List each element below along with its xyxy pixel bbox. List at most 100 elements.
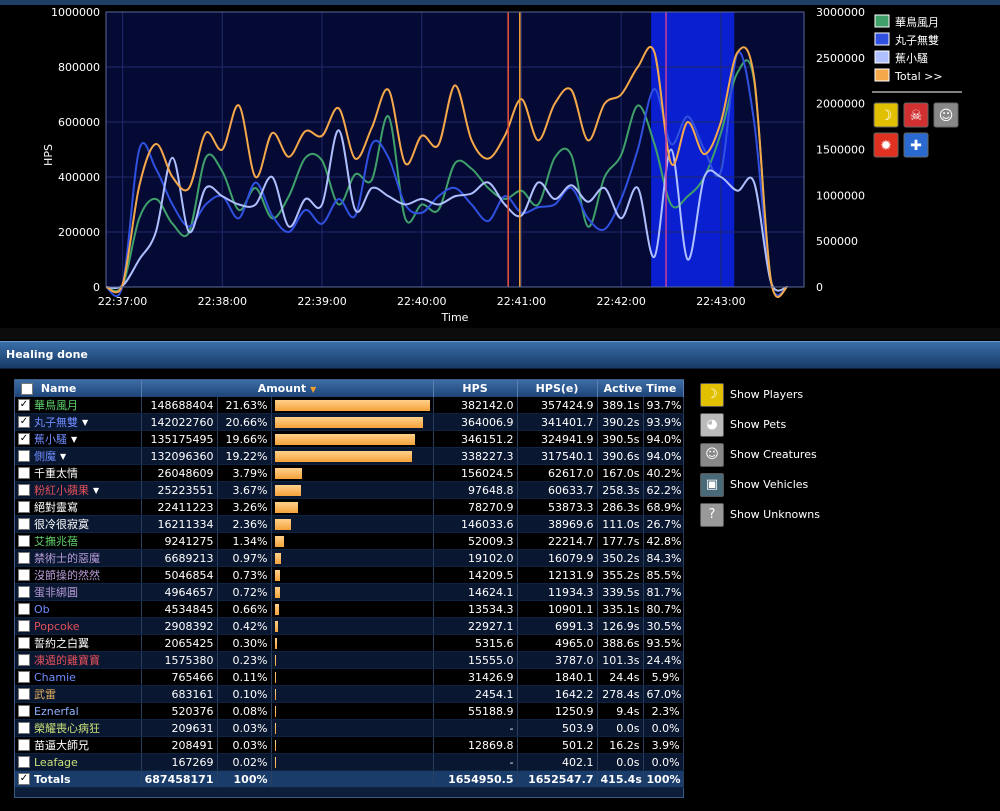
player-checkbox[interactable]: ✓ [18,399,30,411]
table-row[interactable]: 絕對靈寫 22411223 3.26% 78270.9 53873.3 286.3s 68.… [15,498,684,516]
player-name-cell[interactable]: 很冷很寂寞 [15,515,142,533]
player-checkbox[interactable] [18,739,30,751]
table-row[interactable]: Ob 4534845 0.66% 13534.3 10901.1 335.1s 80.7% [15,600,684,618]
legend-label[interactable]: 蕉小騷 [895,52,928,65]
creature-icon[interactable]: ☺ [933,102,959,128]
vehicle-icon[interactable]: ▣ [700,473,724,497]
player-name-cell[interactable]: 誓約之白翼 [15,634,142,652]
player-name-cell[interactable]: 艾撫兆蓓 [15,532,142,550]
player-checkbox[interactable] [18,722,30,734]
player-checkbox[interactable] [18,603,30,616]
table-row[interactable]: 武雷 683161 0.10% 2454.1 1642.2 278.4s 67.0% [15,685,684,703]
table-row[interactable]: 榮耀喪心病狂 209631 0.03% -503.9 0.0s 0.0% [15,719,684,737]
player-checkbox[interactable] [18,671,30,684]
column-header-name[interactable]: Name [15,380,142,397]
player-checkbox[interactable] [18,654,30,666]
player-name-cell[interactable]: Eznerfal [15,702,142,720]
player-name-cell[interactable]: 側魔 ▼ [15,447,142,465]
expand-arrow-icon[interactable]: ▼ [71,434,78,444]
legend-swatch[interactable] [874,32,890,46]
player-checkbox[interactable] [18,535,30,547]
player-checkbox[interactable] [18,620,30,633]
legend-swatch[interactable] [874,14,890,28]
player-name-cell[interactable]: 粉紅小蘋果 ▼ [15,481,142,499]
player-name-cell[interactable]: Leafage [15,753,142,771]
plus-icon[interactable]: ✚ [903,132,929,158]
fire-icon[interactable]: ✹ [873,132,899,158]
player-name-cell[interactable]: Chamie [15,668,142,686]
column-header-hps[interactable]: HPS [433,380,518,397]
player-checkbox[interactable] [18,637,30,649]
legend-swatch[interactable] [874,68,890,82]
player-checkbox[interactable] [18,552,30,564]
player-name-cell[interactable]: 武雷 [15,685,142,703]
table-row[interactable]: 凍遁的雞寶寶 1575380 0.23% 15555.0 3787.0 101.3s 24.… [15,651,684,669]
player-name-cell[interactable]: Ob [15,600,142,618]
player-name-cell[interactable]: 苗逼大師兄 [15,736,142,754]
player-name-cell[interactable]: 蛋非綁圓 [15,583,142,601]
player-checkbox[interactable] [18,569,30,581]
player-checkbox[interactable] [18,484,30,496]
table-row[interactable]: ✓ 蕉小騷 ▼ 135175495 19.66% 346151.2 324941.9 390.… [15,430,684,448]
table-row[interactable]: 艾撫兆蓓 9241275 1.34% 52009.3 22214.7 177.7s 42.8… [15,532,684,550]
player-checkbox[interactable] [18,586,30,598]
column-header-hpse[interactable]: HPS(e) [517,380,598,397]
legend-swatch[interactable] [874,50,890,64]
player-name-cell[interactable]: ✓ 華鳥風月 [15,397,142,414]
table-row[interactable]: Chamie 765466 0.11% 31426.9 1840.1 24.4s 5.9% [15,668,684,686]
table-row[interactable]: 誓約之白翼 2065425 0.30% 5315.6 4965.0 388.6s 93.5% [15,634,684,652]
player-name-cell[interactable]: 絕對靈寫 [15,498,142,516]
player-checkbox[interactable] [18,467,30,479]
table-row[interactable]: 粉紅小蘋果 ▼ 25223551 3.67% 97648.8 60633.7 258.3s 6… [15,481,684,499]
totals-checkbox[interactable]: ✓ [18,773,30,786]
table-row[interactable]: Eznerfal 520376 0.08% 55188.9 1250.9 9.4s 2.3% [15,702,684,720]
table-row[interactable]: 很冷很寂寞 16211334 2.36% 146033.6 38969.6 111.0s 2… [15,515,684,533]
player-checkbox[interactable]: ✓ [18,433,30,445]
column-header-amount[interactable]: Amount ▼ [141,380,434,397]
legend-label[interactable]: 華鳥風月 [895,15,939,29]
player-name-cell[interactable]: 禁術士的惡魔 [15,549,142,567]
expand-arrow-icon[interactable]: ▼ [93,485,100,495]
creature-icon[interactable]: ☺ [700,443,724,467]
player-checkbox[interactable]: ✓ [18,416,30,428]
table-row[interactable]: 側魔 ▼ 132096360 19.22% 338227.3 317540.1 390.6s… [15,447,684,465]
player-checkbox[interactable] [18,705,30,718]
filter-option[interactable]: ▣ Show Vehicles [700,473,870,497]
player-name-cell[interactable]: 榮耀喪心病狂 [15,719,142,737]
expand-arrow-icon[interactable]: ▼ [82,417,89,427]
table-row[interactable]: ✓ 丸子無雙 ▼ 142022760 20.66% 364006.9 341401.7 390… [15,413,684,431]
table-row[interactable]: 禁術士的惡魔 6689213 0.97% 19102.0 16079.9 350.2s 84… [15,549,684,567]
player-name-cell[interactable]: 沒節操的然然 [15,566,142,584]
table-row[interactable]: 苗逼大師兄 208491 0.03% 12869.8 501.2 16.2s 3.9% [15,736,684,754]
filter-option[interactable]: ◕ Show Pets [700,413,870,437]
pet-icon[interactable]: ◕ [700,413,724,437]
table-row[interactable]: Leafage 167269 0.02% -402.1 0.0s 0.0% [15,753,684,771]
legend-label[interactable]: 丸子無雙 [895,33,939,47]
player-name-cell[interactable]: 千重太情 [15,464,142,482]
filter-option[interactable]: ☽ Show Players [700,383,870,407]
table-row[interactable]: 沒節操的然然 5046854 0.73% 14209.5 12131.9 355.2s 85… [15,566,684,584]
unknown-icon[interactable]: ? [700,503,724,527]
player-icon[interactable]: ☽ [700,383,724,407]
player-checkbox[interactable] [18,756,30,769]
hps-chart[interactable]: 0 200000 400000 600000 800000 1000000 0 500000 1… [0,0,1000,328]
table-row[interactable]: ✓ 華鳥風月 148688404 21.63% 382142.0 357424.9 389.… [15,397,684,414]
table-row[interactable]: 千重太情 26048609 3.79% 156024.5 62617.0 167.0s 40… [15,464,684,482]
column-header-active-time[interactable]: Active Time [597,380,684,397]
player-name-cell[interactable]: ✓ 蕉小騷 ▼ [15,430,142,448]
player-name-cell[interactable]: ✓ 丸子無雙 ▼ [15,413,142,431]
expand-arrow-icon[interactable]: ▼ [60,451,67,461]
filter-option[interactable]: ☺ Show Creatures [700,443,870,467]
filter-option[interactable]: ? Show Unknowns [700,503,870,527]
player-checkbox[interactable] [18,450,30,462]
legend-label[interactable]: Total >> [894,70,943,83]
player-checkbox[interactable] [18,501,30,513]
players-icon[interactable]: ☽ [873,102,899,128]
player-name-cell[interactable]: 凍遁的雞寶寶 [15,651,142,669]
table-row[interactable]: Popcoke 2908392 0.42% 22927.1 6991.3 126.9s 30… [15,617,684,635]
player-name-cell[interactable]: Popcoke [15,617,142,635]
player-checkbox[interactable] [18,688,30,700]
table-row[interactable]: 蛋非綁圓 4964657 0.72% 14624.1 11934.3 339.5s 81.7… [15,583,684,601]
select-all-checkbox[interactable] [21,383,33,395]
skull-icon[interactable]: ☠ [903,102,929,128]
